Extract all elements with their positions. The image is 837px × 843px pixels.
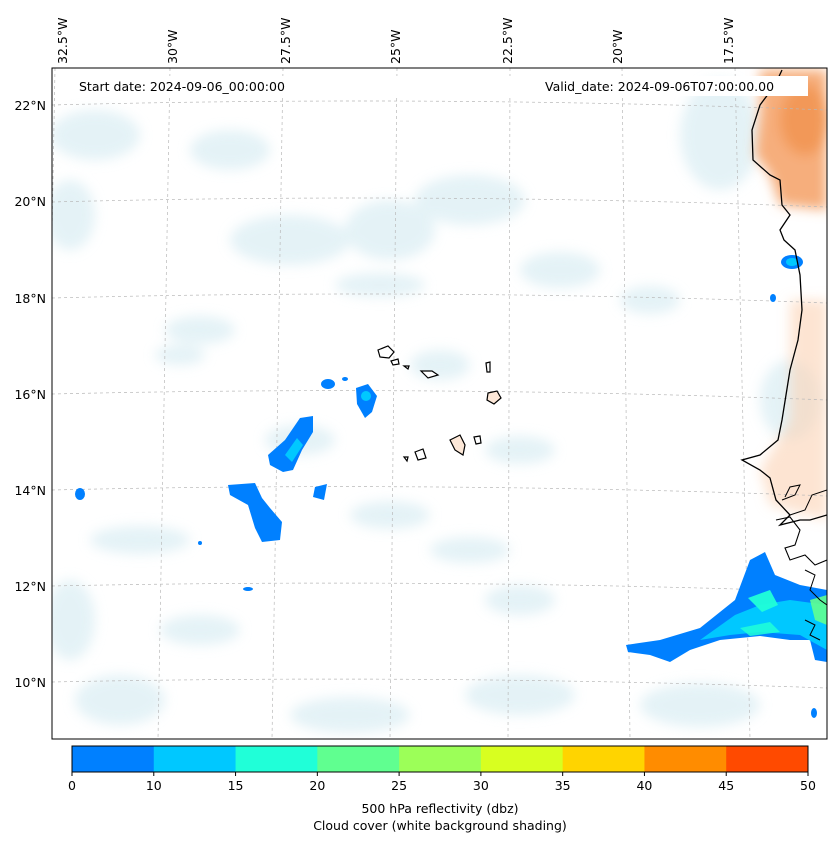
map-border bbox=[51, 67, 828, 740]
colorbar-tick-label: 0 bbox=[68, 778, 76, 793]
colorbar-tick-label: 20 bbox=[309, 778, 325, 793]
colorbar-tick-label: 25 bbox=[391, 778, 407, 793]
storm-cell-2 bbox=[228, 483, 282, 542]
storm-cell-1 bbox=[268, 416, 313, 472]
lon-label: 27.5°W bbox=[278, 18, 293, 64]
colorbar-tick-label: 15 bbox=[228, 778, 244, 793]
lat-label: 12°N bbox=[14, 579, 46, 594]
colorbar-swatch bbox=[235, 746, 318, 772]
colorbar-tick-label: 50 bbox=[800, 778, 816, 793]
africa-coastline bbox=[740, 69, 827, 527]
lat-label: 14°N bbox=[14, 483, 46, 498]
colorbar-tick-label: 35 bbox=[555, 778, 571, 793]
colorbar-swatch bbox=[72, 746, 155, 772]
cape-verde-islands bbox=[377, 345, 502, 463]
colorbar-swatch bbox=[644, 746, 727, 772]
latitude-labels: 22°N 20°N 18°N 16°N 14°N 12°N 10°N bbox=[14, 98, 46, 690]
lon-label: 25°W bbox=[388, 29, 403, 64]
lon-label: 20°W bbox=[610, 29, 625, 64]
storm-cell-south bbox=[626, 552, 827, 662]
lon-label: 22.5°W bbox=[500, 18, 515, 64]
colorbar-swatch bbox=[153, 746, 237, 772]
start-date-label: Start date: 2024-09-06_00:00:00 bbox=[79, 79, 285, 94]
colorbar: 0 10 15 20 25 30 35 40 45 50 500 hPa reflectivity… bbox=[68, 745, 816, 833]
colorbar-tick-label: 30 bbox=[473, 778, 489, 793]
lat-label: 18°N bbox=[14, 291, 46, 306]
colorbar-sublabel: Cloud cover (white background shading) bbox=[313, 818, 567, 833]
lon-label: 17.5°W bbox=[721, 18, 736, 64]
colorbar-swatch bbox=[317, 746, 400, 772]
colorbar-tick-label: 40 bbox=[636, 778, 652, 793]
colorbar-tick-label: 45 bbox=[718, 778, 734, 793]
colorbar-swatch bbox=[726, 746, 809, 772]
lon-label: 30°W bbox=[165, 29, 180, 64]
storm-cell-3 bbox=[356, 384, 377, 418]
lon-label: 32.5°W bbox=[55, 18, 70, 64]
lat-label: 16°N bbox=[14, 387, 46, 402]
lat-label: 20°N bbox=[14, 194, 46, 209]
land-warm-shading bbox=[755, 70, 827, 520]
storm-cell-4 bbox=[321, 379, 335, 389]
colorbar-border bbox=[71, 745, 809, 773]
colorbar-swatch bbox=[480, 746, 564, 772]
colorbar-swatch bbox=[562, 746, 645, 772]
map-gridlines bbox=[52, 68, 827, 739]
colorbar-swatch bbox=[399, 746, 482, 772]
colorbar-label: 500 hPa reflectivity (dbz) bbox=[361, 801, 518, 816]
storm-cell-5 bbox=[313, 484, 327, 500]
longitude-labels: 32.5°W 30°W 27.5°W 25°W 22.5°W 20°W 17.5… bbox=[55, 18, 736, 64]
valid-date-label: Valid_date: 2024-09-06T07:00:00.00 bbox=[545, 79, 774, 94]
cloud-cover-shading bbox=[52, 80, 820, 733]
colorbar-tick-label: 10 bbox=[146, 778, 162, 793]
lat-label: 10°N bbox=[14, 675, 46, 690]
reflectivity-cells bbox=[75, 255, 827, 718]
lat-label: 22°N bbox=[14, 98, 46, 113]
